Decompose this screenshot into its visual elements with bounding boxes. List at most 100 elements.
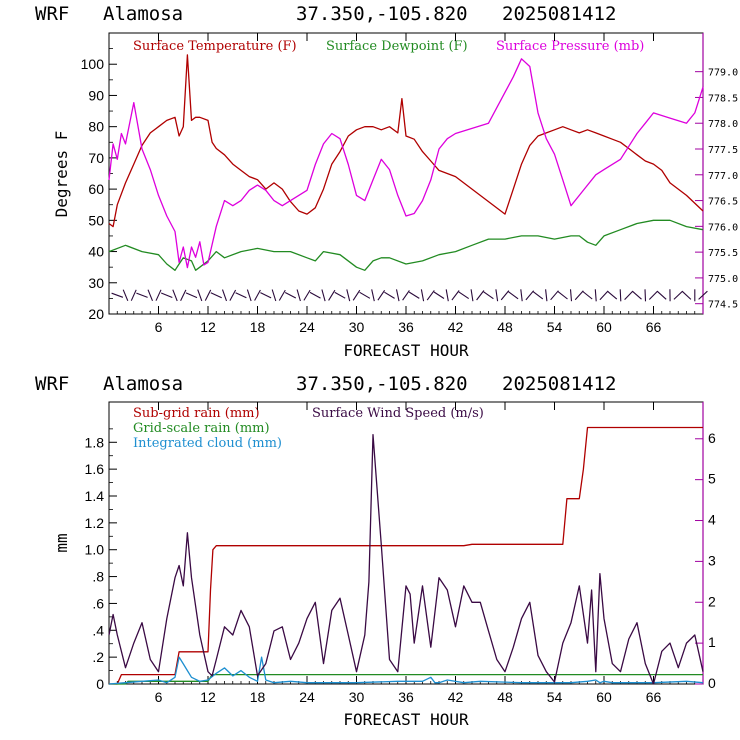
y-tick-label: 40 xyxy=(88,244,104,260)
y-axis-label: Degrees F xyxy=(52,131,71,218)
wind-barb xyxy=(594,289,597,302)
y2-tick-label: 778.0 xyxy=(708,119,738,130)
wind-barb xyxy=(470,289,474,302)
y2-tick-label: 3 xyxy=(708,552,716,568)
wind-barb xyxy=(574,290,584,301)
wind-barb xyxy=(160,292,173,299)
wind-barb xyxy=(458,291,470,300)
y2-tick-label: 4 xyxy=(708,512,716,528)
y-tick-label: 30 xyxy=(88,275,104,291)
wind-barb xyxy=(476,290,485,301)
legend-temperature: Surface Temperature (F) xyxy=(133,39,297,54)
init-time-label: 2025081412 xyxy=(502,3,616,25)
wind-barb xyxy=(155,289,162,301)
series-line xyxy=(108,434,704,685)
model-label: WRF xyxy=(35,3,69,25)
series-line xyxy=(108,54,704,228)
wind-barb xyxy=(185,292,198,299)
wind-barb xyxy=(632,290,642,300)
x-tick-label: 6 xyxy=(155,319,163,335)
y2-tick-label: 775.0 xyxy=(708,274,738,285)
wind-barb xyxy=(569,289,573,302)
wind-barb xyxy=(122,289,129,302)
wind-barb xyxy=(296,289,301,302)
x-tick-label: 30 xyxy=(349,319,365,335)
series-line xyxy=(108,219,704,271)
model-label: WRF xyxy=(35,373,69,395)
wind-barb xyxy=(278,289,286,301)
y-tick-label: .2 xyxy=(92,649,104,665)
y-tick-label: 1.8 xyxy=(85,434,105,450)
coords-label: 37.350,-105.820 xyxy=(296,373,468,395)
x-tick-label: 24 xyxy=(299,689,315,705)
x-tick-label: 60 xyxy=(596,689,612,705)
wind-barb xyxy=(408,291,420,299)
wind-barb xyxy=(147,289,154,302)
y-tick-label: .6 xyxy=(92,595,104,611)
legend-pressure: Surface Pressure (mb) xyxy=(496,39,644,54)
y2-tick-label: 775.5 xyxy=(708,248,738,259)
wind-barb xyxy=(420,289,425,302)
wind-barb xyxy=(445,289,449,302)
wind-barb xyxy=(204,289,212,301)
wind-barb xyxy=(525,290,535,301)
wind-barb xyxy=(210,292,222,299)
wind-barb xyxy=(624,290,634,300)
x-tick-label: 24 xyxy=(299,319,315,335)
y2-tick-label: 777.5 xyxy=(708,145,738,156)
wind-barb xyxy=(321,289,326,302)
y2-tick-label: 778.5 xyxy=(708,93,738,104)
x-tick-label: 42 xyxy=(448,689,464,705)
wind-barb xyxy=(698,290,708,300)
x-axis-label: FORECAST HOUR xyxy=(343,341,469,360)
series-line xyxy=(108,58,704,269)
x-tick-label: 66 xyxy=(646,689,662,705)
y-tick-label: 20 xyxy=(88,306,104,322)
wind-barb xyxy=(254,289,261,301)
wind-barb xyxy=(607,290,618,300)
y2-tick-label: 776.0 xyxy=(708,222,738,233)
wind-barb xyxy=(229,289,237,301)
x-tick-label: 30 xyxy=(349,689,365,705)
wind-barb xyxy=(673,290,683,300)
wind-barb xyxy=(557,291,568,300)
y-tick-label: 1.6 xyxy=(85,461,105,477)
y-tick-label: .8 xyxy=(92,569,104,585)
wind-barb xyxy=(371,289,375,302)
x-axis-label: FORECAST HOUR xyxy=(343,710,469,729)
wind-barb xyxy=(271,289,277,302)
legend-integrated-cloud: Integrated cloud (mm) xyxy=(133,436,282,451)
y2-tick-label: 776.5 xyxy=(708,197,738,208)
y2-tick-label: 1 xyxy=(708,634,716,650)
wind-barb xyxy=(582,291,593,300)
wind-barb xyxy=(377,289,386,301)
wind-barb xyxy=(532,291,544,300)
x-tick-label: 12 xyxy=(200,689,216,705)
wind-barb xyxy=(359,291,371,299)
wind-barb xyxy=(426,290,435,301)
wind-barb xyxy=(681,290,692,300)
x-tick-label: 48 xyxy=(497,319,513,335)
wind-barb xyxy=(384,291,395,299)
wind-barb xyxy=(180,289,187,301)
coords-label: 37.350,-105.820 xyxy=(296,3,468,25)
precipitation-panel: WRF Alamosa 37.350,-105.820 2025081412 S… xyxy=(35,373,716,729)
y2-tick-label: 6 xyxy=(708,430,716,446)
y2-tick-label: 774.5 xyxy=(708,300,738,311)
y-axis-label: mm xyxy=(52,533,71,552)
wind-barb xyxy=(197,289,203,302)
wind-barb xyxy=(328,289,336,301)
wind-barb xyxy=(500,290,510,301)
x-tick-label: 18 xyxy=(250,319,266,335)
wind-barb xyxy=(402,290,410,301)
y-tick-label: 60 xyxy=(88,181,104,197)
wind-barb xyxy=(334,291,346,299)
wind-barb xyxy=(246,289,252,302)
x-tick-label: 66 xyxy=(646,319,662,335)
x-tick-label: 36 xyxy=(398,689,414,705)
wind-barb xyxy=(483,291,494,300)
wind-barb xyxy=(309,291,321,299)
legend-gridscale-rain: Grid-scale rain (mm) xyxy=(133,421,270,436)
y-tick-label: 1.2 xyxy=(85,515,105,531)
